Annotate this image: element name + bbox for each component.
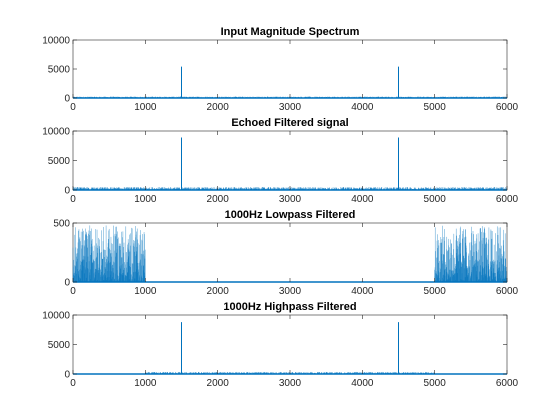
- axes-box: [72, 39, 508, 99]
- y-tick-label: 10000: [42, 36, 70, 47]
- x-tick-label: 0: [70, 378, 76, 389]
- x-tick-label: 2000: [207, 286, 230, 297]
- chart-title: 1000Hz Lowpass Filtered: [225, 209, 356, 221]
- chart-3: 0 1000 2000 3000 4000 5000 6000 0 500 1000Hz Lowp…: [53, 209, 518, 297]
- x-tick-label: 5000: [424, 102, 447, 113]
- chart-2: 0 1000 2000 3000 4000 5000 6000 0 5000 10000 Echoe…: [42, 117, 518, 205]
- x-tick-label: 4000: [351, 286, 374, 297]
- x-tick-label: 3000: [279, 102, 302, 113]
- y-tick-label: 5000: [48, 65, 71, 76]
- x-tick-label: 3000: [279, 194, 302, 205]
- y-tick-label: 5000: [48, 340, 71, 351]
- chart-title: Input Magnitude Spectrum: [221, 26, 360, 38]
- y-tick-label: 500: [53, 219, 70, 230]
- chart-title: 1000Hz Highpass Filtered: [223, 301, 356, 313]
- y-tick-label: 10000: [42, 311, 70, 322]
- x-tick-label: 1000: [134, 102, 157, 113]
- x-tick-label: 5000: [424, 194, 447, 205]
- x-tick-label: 0: [70, 194, 76, 205]
- y-tick-label: 0: [64, 278, 70, 289]
- x-tick-label: 4000: [351, 102, 374, 113]
- x-tick-label: 1000: [134, 378, 157, 389]
- axes-box: [72, 314, 508, 375]
- chart-title: Echoed Filtered signal: [231, 117, 348, 129]
- x-tick-label: 1000: [134, 194, 157, 205]
- chart-1: 0 1000 2000 3000 4000 5000 6000 0 5000 10000 Input…: [42, 26, 518, 113]
- y-tick-label: 5000: [48, 156, 71, 167]
- x-tick-label: 4000: [351, 194, 374, 205]
- x-tick-label: 3000: [279, 378, 302, 389]
- x-tick-label: 2000: [207, 194, 230, 205]
- x-tick-label: 6000: [496, 102, 519, 113]
- x-tick-label: 5000: [424, 378, 447, 389]
- y-tick-label: 0: [64, 370, 70, 381]
- x-tick-label: 5000: [424, 286, 447, 297]
- x-tick-label: 2000: [207, 378, 230, 389]
- x-tick-label: 1000: [134, 286, 157, 297]
- y-tick-label: 10000: [42, 127, 70, 138]
- x-tick-label: 0: [70, 102, 76, 113]
- x-tick-label: 2000: [207, 102, 230, 113]
- x-tick-label: 4000: [351, 378, 374, 389]
- y-tick-label: 0: [64, 186, 70, 197]
- x-tick-label: 6000: [496, 378, 519, 389]
- x-tick-label: 6000: [496, 286, 519, 297]
- x-tick-label: 0: [70, 286, 76, 297]
- x-tick-label: 3000: [279, 286, 302, 297]
- x-tick-label: 6000: [496, 194, 519, 205]
- y-tick-label: 0: [64, 94, 70, 105]
- chart-4: 0 1000 2000 3000 4000 5000 6000 0 5000 10000 1000H…: [42, 301, 518, 389]
- axes-box: [72, 130, 508, 191]
